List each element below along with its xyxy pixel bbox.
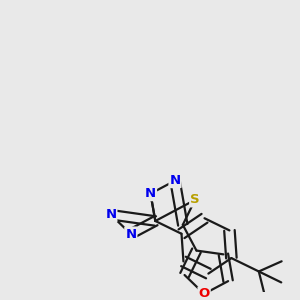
Text: N: N: [169, 174, 181, 187]
Text: S: S: [190, 194, 200, 206]
Text: N: N: [125, 227, 136, 241]
Text: N: N: [105, 208, 116, 221]
Text: N: N: [145, 187, 156, 200]
Text: O: O: [199, 287, 210, 300]
